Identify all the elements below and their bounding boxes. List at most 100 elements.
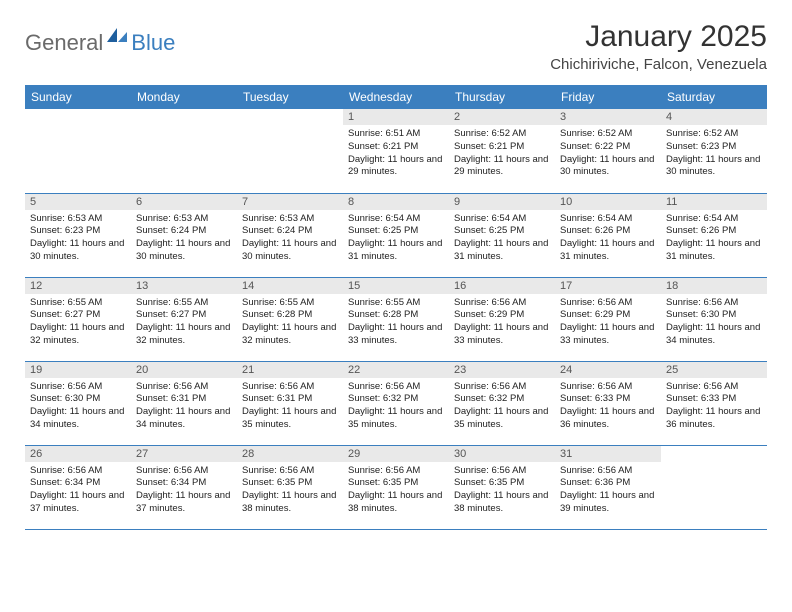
day-details: Sunrise: 6:54 AMSunset: 6:25 PMDaylight:… <box>343 210 449 268</box>
calendar-day-cell: 22Sunrise: 6:56 AMSunset: 6:32 PMDayligh… <box>343 361 449 445</box>
day-details: Sunrise: 6:56 AMSunset: 6:30 PMDaylight:… <box>25 378 131 436</box>
day-number: 31 <box>555 446 661 462</box>
calendar-day-cell: 24Sunrise: 6:56 AMSunset: 6:33 PMDayligh… <box>555 361 661 445</box>
calendar-week-row: 1Sunrise: 6:51 AMSunset: 6:21 PMDaylight… <box>25 109 767 193</box>
day-number: 30 <box>449 446 555 462</box>
day-number: 29 <box>343 446 449 462</box>
calendar-day-cell: 27Sunrise: 6:56 AMSunset: 6:34 PMDayligh… <box>131 445 237 529</box>
weekday-header: Tuesday <box>237 85 343 109</box>
day-number: 16 <box>449 278 555 294</box>
location-text: Chichiriviche, Falcon, Venezuela <box>550 56 767 73</box>
calendar-day-cell: 11Sunrise: 6:54 AMSunset: 6:26 PMDayligh… <box>661 193 767 277</box>
day-details: Sunrise: 6:56 AMSunset: 6:32 PMDaylight:… <box>343 378 449 436</box>
day-details: Sunrise: 6:52 AMSunset: 6:21 PMDaylight:… <box>449 125 555 183</box>
day-number: 12 <box>25 278 131 294</box>
page-title: January 2025 <box>550 20 767 54</box>
calendar-day-cell: 6Sunrise: 6:53 AMSunset: 6:24 PMDaylight… <box>131 193 237 277</box>
day-number: 6 <box>131 194 237 210</box>
calendar-day-cell: 26Sunrise: 6:56 AMSunset: 6:34 PMDayligh… <box>25 445 131 529</box>
title-block: January 2025 Chichiriviche, Falcon, Vene… <box>550 20 767 73</box>
weekday-header: Sunday <box>25 85 131 109</box>
day-number: 23 <box>449 362 555 378</box>
day-details: Sunrise: 6:56 AMSunset: 6:30 PMDaylight:… <box>661 294 767 352</box>
day-number: 24 <box>555 362 661 378</box>
day-number: 4 <box>661 109 767 125</box>
day-details: Sunrise: 6:53 AMSunset: 6:24 PMDaylight:… <box>131 210 237 268</box>
day-details: Sunrise: 6:56 AMSunset: 6:31 PMDaylight:… <box>131 378 237 436</box>
day-number: 20 <box>131 362 237 378</box>
day-details: Sunrise: 6:53 AMSunset: 6:24 PMDaylight:… <box>237 210 343 268</box>
calendar-day-cell <box>25 109 131 193</box>
day-details: Sunrise: 6:54 AMSunset: 6:25 PMDaylight:… <box>449 210 555 268</box>
calendar-day-cell: 18Sunrise: 6:56 AMSunset: 6:30 PMDayligh… <box>661 277 767 361</box>
day-number: 5 <box>25 194 131 210</box>
calendar-day-cell: 3Sunrise: 6:52 AMSunset: 6:22 PMDaylight… <box>555 109 661 193</box>
day-details: Sunrise: 6:51 AMSunset: 6:21 PMDaylight:… <box>343 125 449 183</box>
day-number: 21 <box>237 362 343 378</box>
day-details: Sunrise: 6:55 AMSunset: 6:28 PMDaylight:… <box>237 294 343 352</box>
weekday-header: Saturday <box>661 85 767 109</box>
calendar-day-cell: 12Sunrise: 6:55 AMSunset: 6:27 PMDayligh… <box>25 277 131 361</box>
day-details: Sunrise: 6:56 AMSunset: 6:36 PMDaylight:… <box>555 462 661 520</box>
calendar-week-row: 19Sunrise: 6:56 AMSunset: 6:30 PMDayligh… <box>25 361 767 445</box>
calendar-week-row: 26Sunrise: 6:56 AMSunset: 6:34 PMDayligh… <box>25 445 767 529</box>
day-number: 9 <box>449 194 555 210</box>
logo: General Blue <box>25 20 175 59</box>
calendar-day-cell: 16Sunrise: 6:56 AMSunset: 6:29 PMDayligh… <box>449 277 555 361</box>
calendar-day-cell: 28Sunrise: 6:56 AMSunset: 6:35 PMDayligh… <box>237 445 343 529</box>
day-details: Sunrise: 6:56 AMSunset: 6:33 PMDaylight:… <box>661 378 767 436</box>
day-details: Sunrise: 6:52 AMSunset: 6:23 PMDaylight:… <box>661 125 767 183</box>
day-details: Sunrise: 6:52 AMSunset: 6:22 PMDaylight:… <box>555 125 661 183</box>
calendar-table: SundayMondayTuesdayWednesdayThursdayFrid… <box>25 85 767 530</box>
day-number: 8 <box>343 194 449 210</box>
weekday-header-row: SundayMondayTuesdayWednesdayThursdayFrid… <box>25 85 767 109</box>
sail-icon <box>107 26 129 49</box>
header: General Blue January 2025 Chichiriviche,… <box>25 20 767 73</box>
day-number: 19 <box>25 362 131 378</box>
day-details: Sunrise: 6:53 AMSunset: 6:23 PMDaylight:… <box>25 210 131 268</box>
weekday-header: Thursday <box>449 85 555 109</box>
day-details: Sunrise: 6:56 AMSunset: 6:35 PMDaylight:… <box>449 462 555 520</box>
day-details: Sunrise: 6:56 AMSunset: 6:29 PMDaylight:… <box>449 294 555 352</box>
day-details: Sunrise: 6:56 AMSunset: 6:29 PMDaylight:… <box>555 294 661 352</box>
weekday-header: Friday <box>555 85 661 109</box>
day-number: 14 <box>237 278 343 294</box>
day-number: 22 <box>343 362 449 378</box>
calendar-week-row: 5Sunrise: 6:53 AMSunset: 6:23 PMDaylight… <box>25 193 767 277</box>
calendar-day-cell: 4Sunrise: 6:52 AMSunset: 6:23 PMDaylight… <box>661 109 767 193</box>
calendar-day-cell: 30Sunrise: 6:56 AMSunset: 6:35 PMDayligh… <box>449 445 555 529</box>
calendar-day-cell: 23Sunrise: 6:56 AMSunset: 6:32 PMDayligh… <box>449 361 555 445</box>
calendar-day-cell: 10Sunrise: 6:54 AMSunset: 6:26 PMDayligh… <box>555 193 661 277</box>
day-number: 27 <box>131 446 237 462</box>
logo-text-general: General <box>25 30 103 56</box>
weekday-header: Monday <box>131 85 237 109</box>
calendar-day-cell: 2Sunrise: 6:52 AMSunset: 6:21 PMDaylight… <box>449 109 555 193</box>
calendar-day-cell: 7Sunrise: 6:53 AMSunset: 6:24 PMDaylight… <box>237 193 343 277</box>
day-details: Sunrise: 6:56 AMSunset: 6:31 PMDaylight:… <box>237 378 343 436</box>
calendar-body: 1Sunrise: 6:51 AMSunset: 6:21 PMDaylight… <box>25 109 767 529</box>
day-details: Sunrise: 6:56 AMSunset: 6:34 PMDaylight:… <box>25 462 131 520</box>
day-number: 15 <box>343 278 449 294</box>
day-details: Sunrise: 6:56 AMSunset: 6:35 PMDaylight:… <box>237 462 343 520</box>
day-number: 1 <box>343 109 449 125</box>
calendar-day-cell: 21Sunrise: 6:56 AMSunset: 6:31 PMDayligh… <box>237 361 343 445</box>
calendar-day-cell: 25Sunrise: 6:56 AMSunset: 6:33 PMDayligh… <box>661 361 767 445</box>
day-number: 28 <box>237 446 343 462</box>
calendar-day-cell: 14Sunrise: 6:55 AMSunset: 6:28 PMDayligh… <box>237 277 343 361</box>
day-number: 17 <box>555 278 661 294</box>
day-details: Sunrise: 6:56 AMSunset: 6:35 PMDaylight:… <box>343 462 449 520</box>
calendar-day-cell: 5Sunrise: 6:53 AMSunset: 6:23 PMDaylight… <box>25 193 131 277</box>
calendar-week-row: 12Sunrise: 6:55 AMSunset: 6:27 PMDayligh… <box>25 277 767 361</box>
day-details: Sunrise: 6:55 AMSunset: 6:27 PMDaylight:… <box>131 294 237 352</box>
calendar-day-cell <box>131 109 237 193</box>
day-details: Sunrise: 6:54 AMSunset: 6:26 PMDaylight:… <box>555 210 661 268</box>
day-details: Sunrise: 6:54 AMSunset: 6:26 PMDaylight:… <box>661 210 767 268</box>
day-number: 25 <box>661 362 767 378</box>
calendar-day-cell: 8Sunrise: 6:54 AMSunset: 6:25 PMDaylight… <box>343 193 449 277</box>
calendar-day-cell: 15Sunrise: 6:55 AMSunset: 6:28 PMDayligh… <box>343 277 449 361</box>
day-number: 18 <box>661 278 767 294</box>
day-number: 10 <box>555 194 661 210</box>
day-details: Sunrise: 6:56 AMSunset: 6:34 PMDaylight:… <box>131 462 237 520</box>
calendar-day-cell: 19Sunrise: 6:56 AMSunset: 6:30 PMDayligh… <box>25 361 131 445</box>
calendar-day-cell: 13Sunrise: 6:55 AMSunset: 6:27 PMDayligh… <box>131 277 237 361</box>
